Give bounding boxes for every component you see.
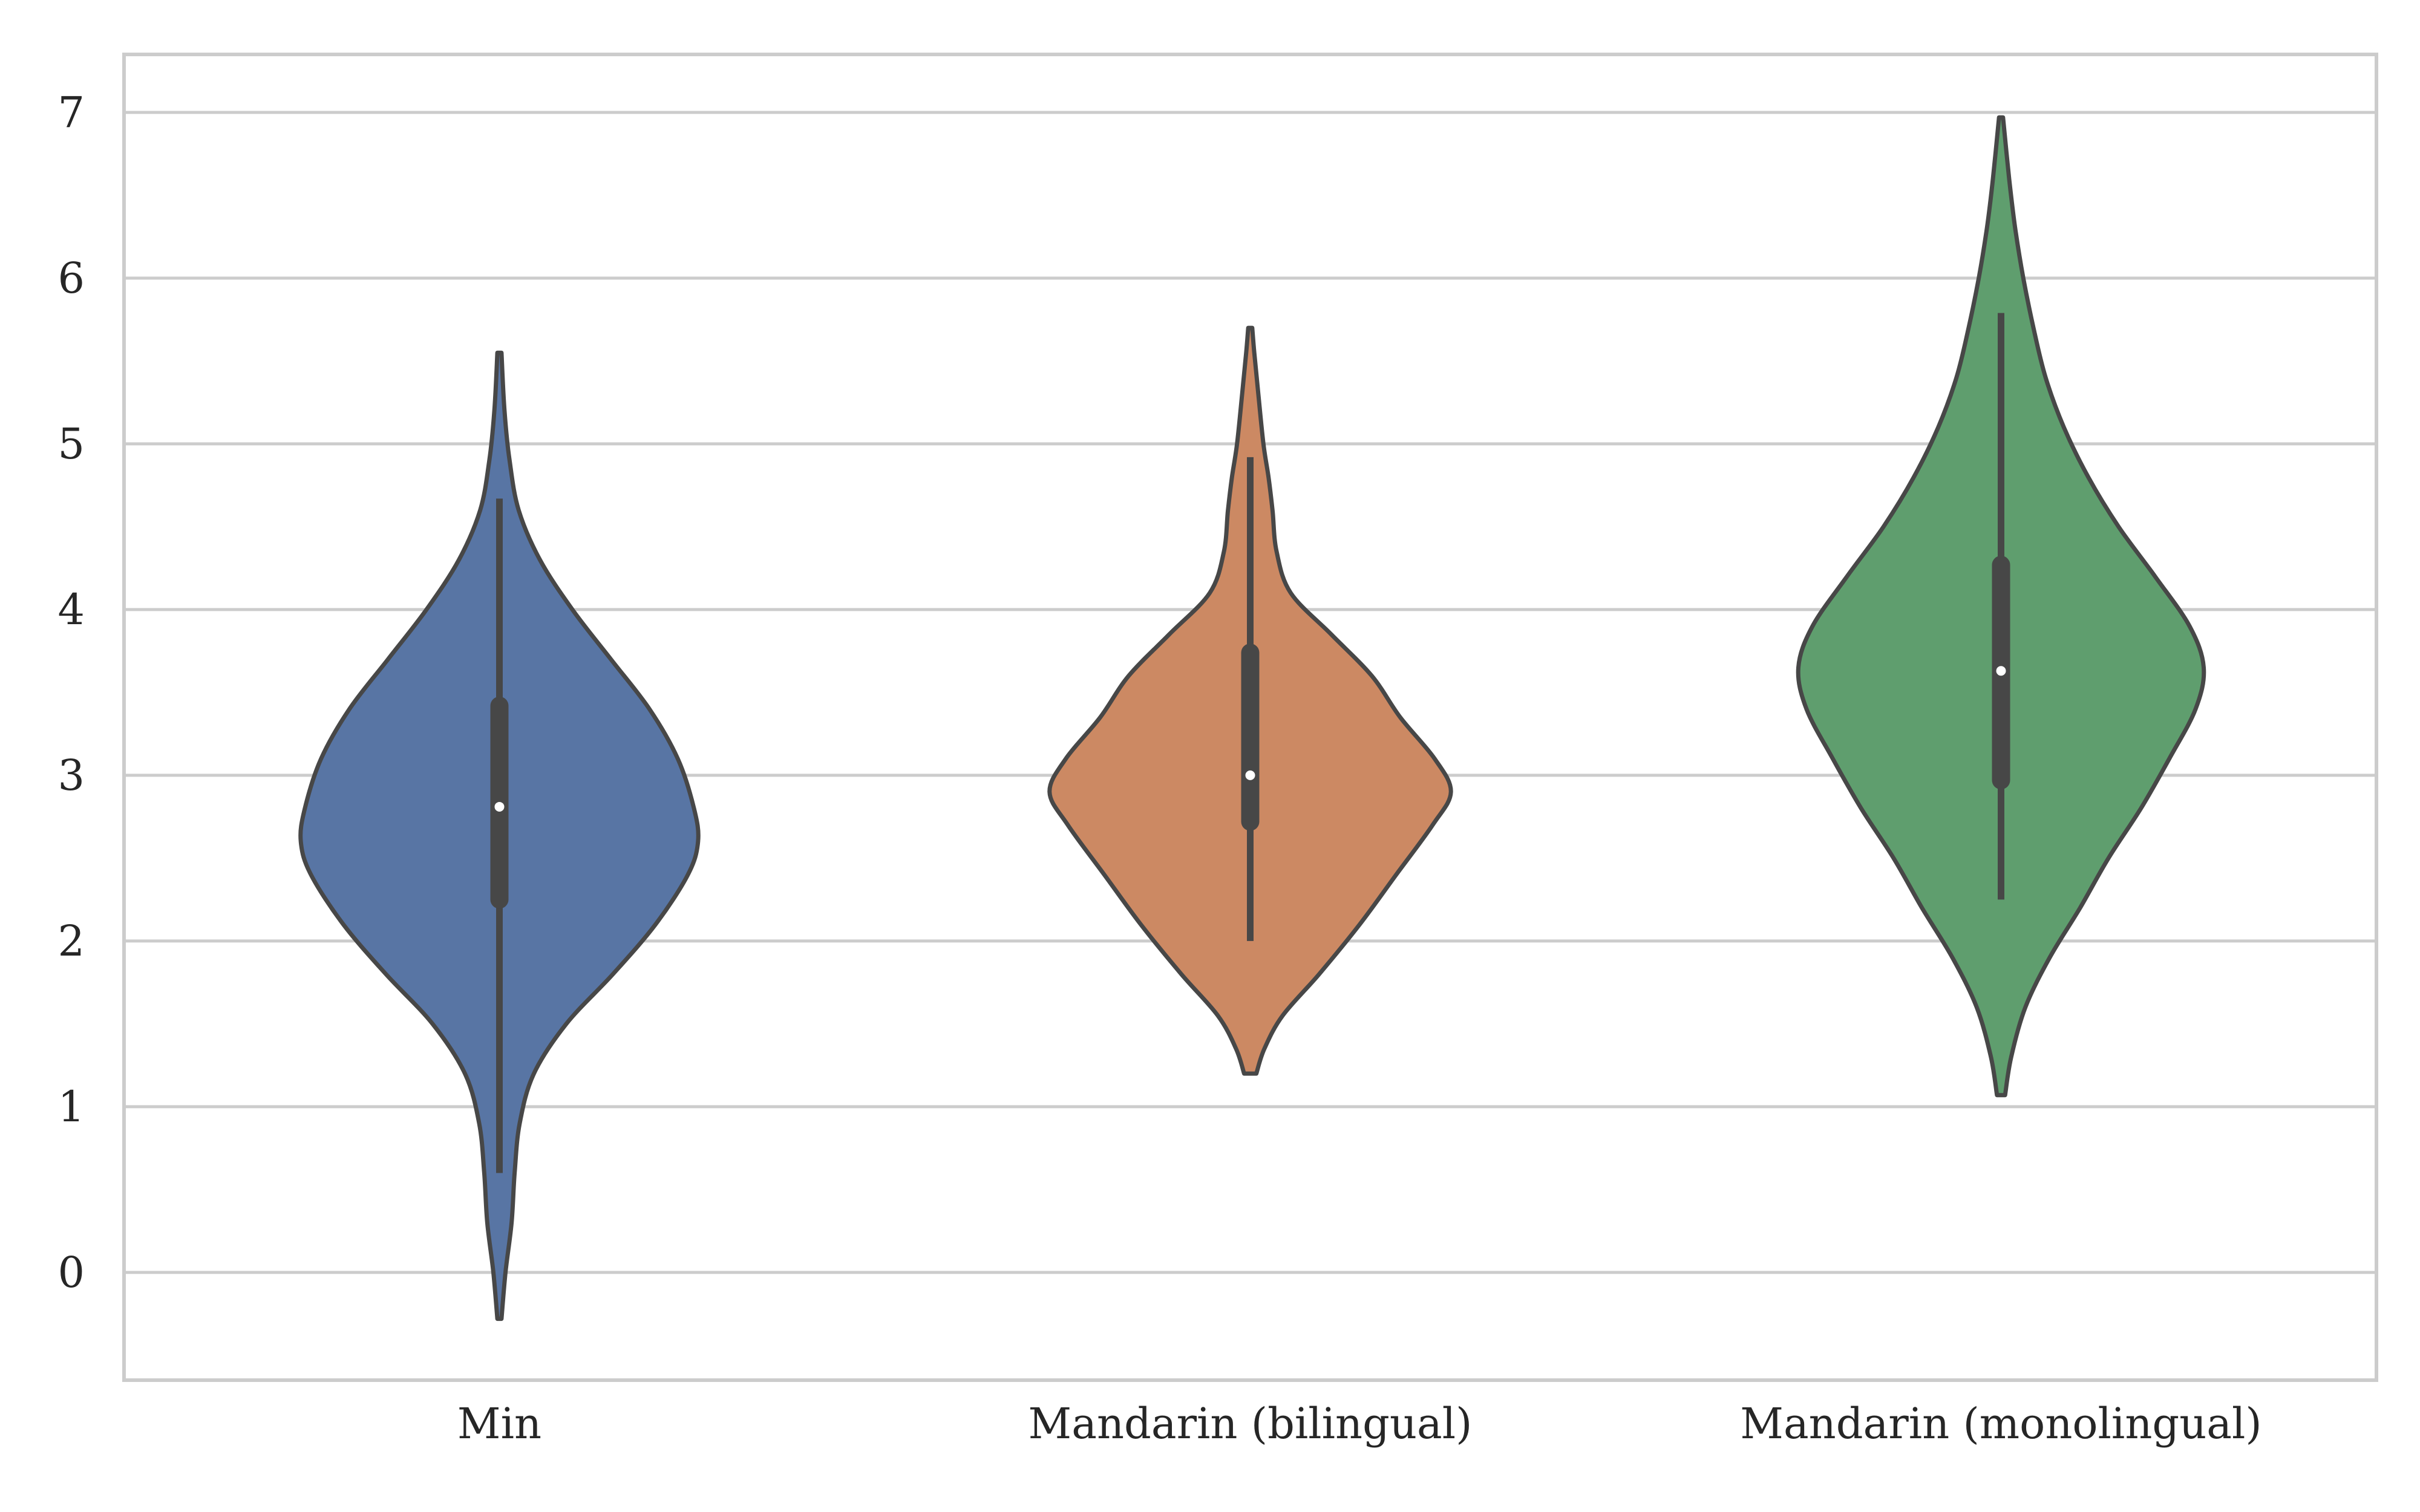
violins — [298, 115, 2206, 1321]
violin-median-dot — [494, 801, 505, 812]
x-tick-label: Min — [457, 1399, 541, 1448]
y-tick-labels: 0 1 2 3 4 5 6 7 — [57, 88, 85, 1297]
y-tick-label: 0 — [57, 1248, 85, 1297]
y-tick-label: 4 — [57, 585, 85, 634]
x-tick-labels: Min Mandarin (bilingual) Mandarin (monolin… — [457, 1399, 2262, 1448]
x-tick-label: Mandarin (monolingual) — [1740, 1399, 2261, 1448]
y-tick-label: 2 — [57, 916, 85, 966]
plot-frame — [122, 53, 2378, 1382]
violin-1 — [1047, 325, 1453, 1076]
x-tick-label: Mandarin (bilingual) — [1028, 1399, 1473, 1448]
violin-median-dot — [1245, 770, 1255, 780]
y-tick-label: 1 — [57, 1082, 85, 1132]
violin-2 — [1796, 115, 2206, 1098]
y-tick-label: 6 — [57, 253, 85, 303]
y-tick-label: 7 — [57, 88, 85, 137]
violin-0 — [298, 350, 701, 1321]
y-tick-label: 3 — [57, 751, 85, 800]
y-tick-label: 5 — [57, 419, 85, 469]
violin-median-dot — [1996, 666, 2006, 676]
